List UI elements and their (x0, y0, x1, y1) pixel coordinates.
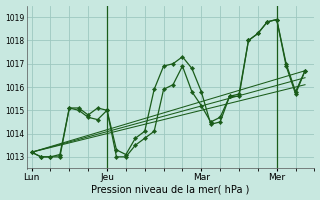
X-axis label: Pression niveau de la mer( hPa ): Pression niveau de la mer( hPa ) (92, 184, 250, 194)
